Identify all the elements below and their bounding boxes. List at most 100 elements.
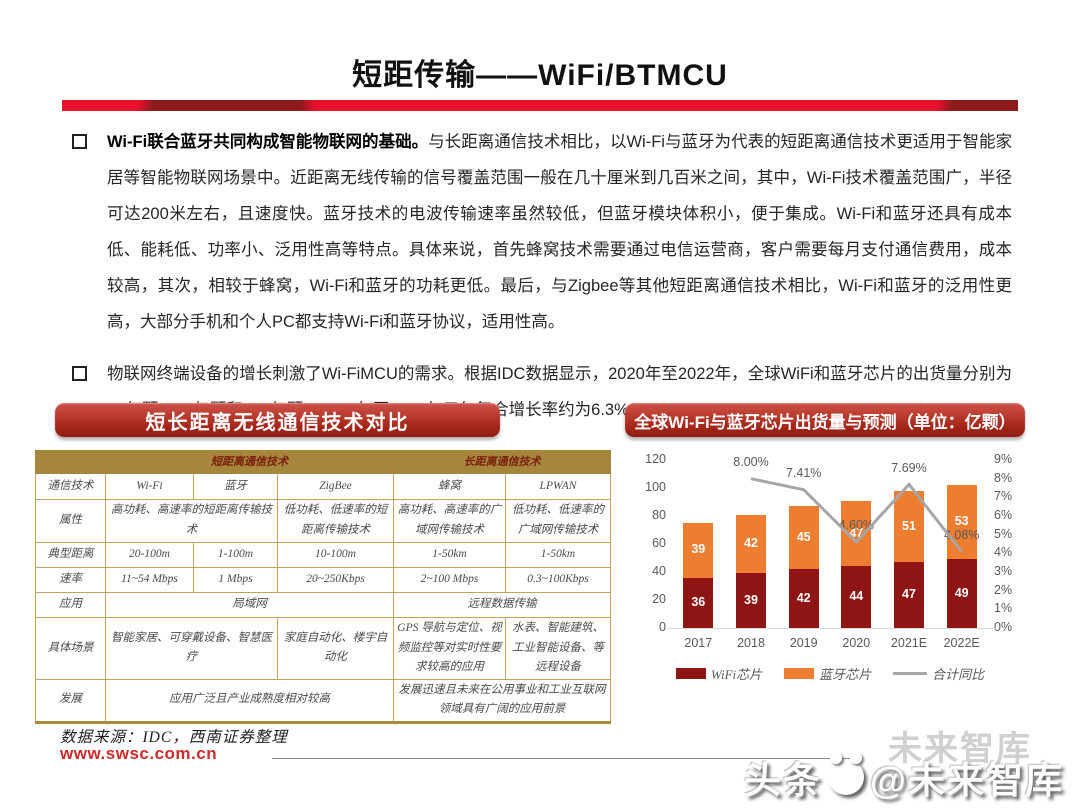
cell-scene-lpwan: 水表、智能建筑、工业智能设备、等远程设备 <box>505 617 611 680</box>
cell-tech-bt: 蓝牙 <box>193 473 278 500</box>
bar-value-label: 42 <box>796 590 811 605</box>
legend-label: WiFi芯片 <box>710 667 763 682</box>
bar-segment-wifi <box>841 566 872 628</box>
y-axis-left-tick: 20 <box>652 592 666 606</box>
bullet-square-icon <box>72 134 87 149</box>
x-axis-label: 2019 <box>789 636 818 650</box>
growth-point-label: 8.00% <box>733 454 769 469</box>
bar-value-label: 42 <box>744 536 758 550</box>
bullet-body: 与长距离通信技术相比，以Wi-Fi与蓝牙为代表的短距离通信技术更适用于智能家居等… <box>107 133 1013 331</box>
row-label: 发展 <box>35 678 106 723</box>
bullet-lead: Wi-Fi联合蓝牙共同构成智能物联网的基础。 <box>107 133 429 151</box>
x-axis-label: 2018 <box>737 636 765 650</box>
row-label: 具体场景 <box>35 617 106 680</box>
cell-attr-cellular: 高功耗、高速率的广域网传输技术 <box>393 499 506 543</box>
legend-item: 合计同比 <box>893 664 984 683</box>
group-header-long-range: 长距离通信技术 <box>393 450 611 474</box>
y-axis-left-tick: 60 <box>652 536 666 550</box>
footer-divider-line <box>272 758 860 759</box>
cell-dev-long: 发展迅速且未来在公用事业和工业互联网领域具有广阔的应用前景 <box>393 678 611 723</box>
bar-segment-wifi <box>894 562 924 628</box>
row-label: 属性 <box>35 499 106 543</box>
chart-banner: 全球Wi-Fi与蓝牙芯片出货量与预测（单位：亿颗） <box>625 403 1025 437</box>
y-axis-right-tick: 1% <box>994 601 1013 616</box>
bar-value-label: 51 <box>902 518 916 533</box>
y-axis-left-tick: 0 <box>659 620 666 634</box>
y-axis-left-tick: 40 <box>652 564 666 578</box>
table-row: 典型距离 20-100m 1-100m 10-100m 1-50km 1-50k… <box>35 542 611 568</box>
cell-tech-zigbee: ZigBee <box>277 473 394 500</box>
bar-segment-wifi <box>683 577 714 628</box>
bar-segment-bt <box>788 506 819 570</box>
row-label: 通信技术 <box>35 473 106 500</box>
y-axis-right-tick: 6% <box>994 508 1013 522</box>
growth-point-label: 7.41% <box>785 465 822 480</box>
comparison-table-banner: 短长距离无线通信技术对比 <box>55 403 500 437</box>
table-group-header-row: 短距离通信技术 长距离通信技术 <box>35 450 611 474</box>
x-axis-label: 2021E <box>890 636 928 650</box>
bullet-text: Wi-Fi联合蓝牙共同构成智能物联网的基础。与长距离通信技术相比，以Wi-Fi与… <box>107 124 1012 340</box>
cell-tech-cellular: 蜂窝 <box>393 473 506 500</box>
y-axis-right-tick: 9% <box>994 452 1013 466</box>
y-axis-right-tick: 7% <box>994 489 1013 504</box>
toutiao-logo-icon <box>827 752 864 795</box>
bullet-list: Wi-Fi联合蓝牙共同构成智能物联网的基础。与长距离通信技术相比，以Wi-Fi与… <box>72 124 1012 444</box>
legend-swatch-wifi <box>675 668 706 679</box>
bar-value-label: 45 <box>796 529 811 544</box>
bullet-item: Wi-Fi联合蓝牙共同构成智能物联网的基础。与长距离通信技术相比，以Wi-Fi与… <box>72 124 1012 340</box>
bar-value-label: 39 <box>691 542 706 557</box>
bar-segment-bt <box>946 485 977 560</box>
growth-line <box>750 477 963 553</box>
y-axis-right-tick: 0% <box>994 620 1013 634</box>
cell-app-long: 远程数据传输 <box>393 592 611 618</box>
y-axis-right-tick: 8% <box>994 470 1013 485</box>
table-row: 发展 应用广泛且产业成熟度相对较高 发展迅速且未来在公用事业和工业互联网领域具有… <box>35 678 611 723</box>
legend-line-swatch <box>893 672 928 675</box>
row-label: 应用 <box>35 592 106 618</box>
page-title: 短距传输——WiFi/BTMCU <box>352 59 728 92</box>
bar-segment-wifi <box>736 573 766 628</box>
bar-value-label: 44 <box>849 589 864 604</box>
y-axis-left-tick: 100 <box>645 480 666 494</box>
table-row: 应用 局域网 远程数据传输 <box>35 592 611 618</box>
bar-value-label: 47 <box>849 525 864 540</box>
row-label: 速率 <box>35 567 106 593</box>
table-row: 速率 11~54 Mbps 1 Mbps 20~250Kbps 2~100 Mb… <box>35 567 611 593</box>
cell-dev-short: 应用广泛且产业成熟度相对较高 <box>105 678 394 723</box>
legend-item: WiFi芯片 <box>675 664 763 683</box>
cell-tech-lpwan: LPWAN <box>505 473 611 500</box>
watermark-back: 未来智库 <box>888 730 1032 768</box>
cell-rate-cellular: 2~100 Mbps <box>393 567 506 593</box>
y-axis-right-tick: 4% <box>994 545 1013 560</box>
cell-dist-cellular: 1-50km <box>393 542 506 568</box>
cell-dist-lpwan: 1-50km <box>505 542 611 568</box>
cell-rate-wifi: 11~54 Mbps <box>105 567 194 593</box>
y-axis-right-tick: 5% <box>994 526 1013 541</box>
table-row: 通信技术 Wi-Fi 蓝牙 ZigBee 蜂窝 LPWAN <box>35 473 611 500</box>
watermark-front: 头条 @未来智库 <box>744 750 1064 804</box>
cell-rate-lpwan: 0.3~100Kbps <box>505 567 611 593</box>
bar-segment-bt <box>736 514 766 574</box>
bar-value-label: 49 <box>954 585 969 600</box>
legend-swatch-bt <box>784 668 815 679</box>
growth-point-label: 4.60% <box>838 518 875 533</box>
legend-label: 蓝牙芯片 <box>819 667 872 682</box>
bar-segment-wifi <box>788 569 819 628</box>
x-axis-line <box>668 628 996 629</box>
cell-scene-zigbee: 家庭自动化、楼宇自动化 <box>277 617 394 680</box>
cell-dist-zigbee: 10-100m <box>277 542 394 568</box>
bar-segment-bt <box>894 490 924 563</box>
bar-value-label: 39 <box>744 592 758 607</box>
x-axis-label: 2022E <box>943 636 980 650</box>
y-axis-right-tick: 3% <box>994 564 1013 578</box>
bullet-square-icon <box>72 366 87 381</box>
bar-value-label: 47 <box>902 587 916 602</box>
x-axis-label: 2017 <box>684 636 713 650</box>
bar-value-label: 53 <box>954 514 969 529</box>
y-axis-right-tick: 2% <box>994 582 1013 597</box>
chart-legend: WiFi芯片 蓝牙芯片 合计同比 <box>630 664 1030 683</box>
bar-value-label: 36 <box>691 594 706 609</box>
y-axis-left-tick: 80 <box>652 508 666 522</box>
chart-plot: 0 20 40 60 80 100 120 0% 1% 2% 3% 4% 5% 6% 7% 8% 9% 36 39 2… <box>630 448 1030 700</box>
cell-attr-wifi-bt: 高功耗、高速率的短距离传输技术 <box>105 499 278 543</box>
